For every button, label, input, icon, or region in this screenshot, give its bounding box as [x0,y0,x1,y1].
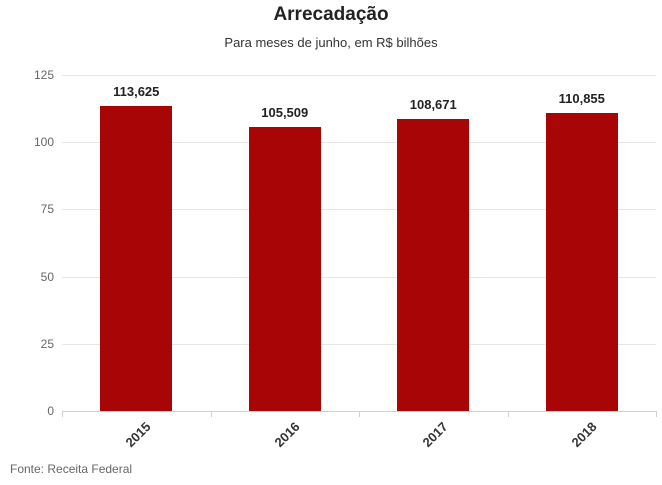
y-gridline [62,276,656,278]
x-axis-category-label: 2015 [122,419,154,451]
y-axis-tick-label: 25 [40,336,54,351]
chart-subtitle: Para meses de junho, em R$ bilhões [224,35,438,50]
bar-2018[interactable] [545,113,618,411]
y-axis-tick-label: 75 [40,202,54,217]
x-axis-tick [62,411,63,417]
plot-area: 0 25 50 75 100 125 113,625 2015 105,509 2016 108,6… [34,68,657,450]
bar-2017[interactable] [397,118,470,411]
x-axis-category-label: 2017 [419,419,451,451]
y-axis-tick-label: 125 [33,68,54,82]
bar-value-label: 105,509 [261,105,309,121]
y-gridline [62,343,656,345]
x-axis-category-label: 2018 [568,419,600,451]
y-axis-tick-label: 0 [47,404,54,418]
y-axis-tick-label: 100 [33,135,54,150]
y-axis-tick-label: 50 [40,269,54,284]
chart-title: Arrecadação [273,4,389,25]
bar-value-label: 113,625 [113,83,160,99]
source-note: Fonte: Receita Federal [10,462,133,476]
bar-2015[interactable] [100,105,173,411]
x-axis-tick [359,411,360,417]
x-axis-tick [507,411,509,417]
x-axis-tick [656,411,657,417]
x-axis-category-label: 2016 [271,419,303,451]
bar-value-label: 108,671 [409,96,457,112]
x-axis-tick [210,411,212,417]
y-gridline [62,209,656,211]
y-gridline [62,75,656,76]
bar-value-label: 110,855 [558,91,605,107]
bar-2016[interactable] [248,127,321,411]
y-gridline [62,142,656,144]
